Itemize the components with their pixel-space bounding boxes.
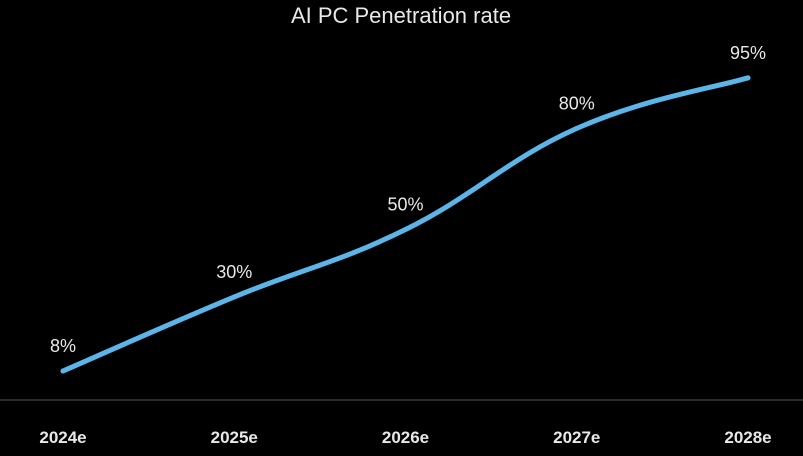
data-label-2026e: 50% (387, 195, 423, 215)
x-tick-label-2026e: 2026e (382, 428, 429, 447)
data-label-2027e: 80% (559, 93, 595, 113)
data-point-2027e (574, 125, 580, 131)
data-label-2025e: 30% (216, 262, 252, 282)
data-point-2025e (231, 294, 237, 300)
x-tick-label-2028e: 2028e (724, 428, 771, 447)
chart-marks: 8% 30% 50% 80% 95% 2024e 2025e 2026e 2027e 2028e (39, 43, 771, 447)
data-point-2024e (60, 368, 66, 374)
x-tick-label-2027e: 2027e (553, 428, 600, 447)
chart-title: AI PC Penetration rate (291, 3, 511, 28)
data-point-2028e (745, 75, 751, 81)
series-line-penetration-rate (60, 75, 751, 374)
x-tick-label-2025e: 2025e (211, 428, 258, 447)
data-label-2024e: 8% (50, 336, 76, 356)
data-label-2028e: 95% (730, 43, 766, 63)
data-point-2026e (403, 227, 408, 232)
x-tick-label-2024e: 2024e (39, 428, 86, 447)
